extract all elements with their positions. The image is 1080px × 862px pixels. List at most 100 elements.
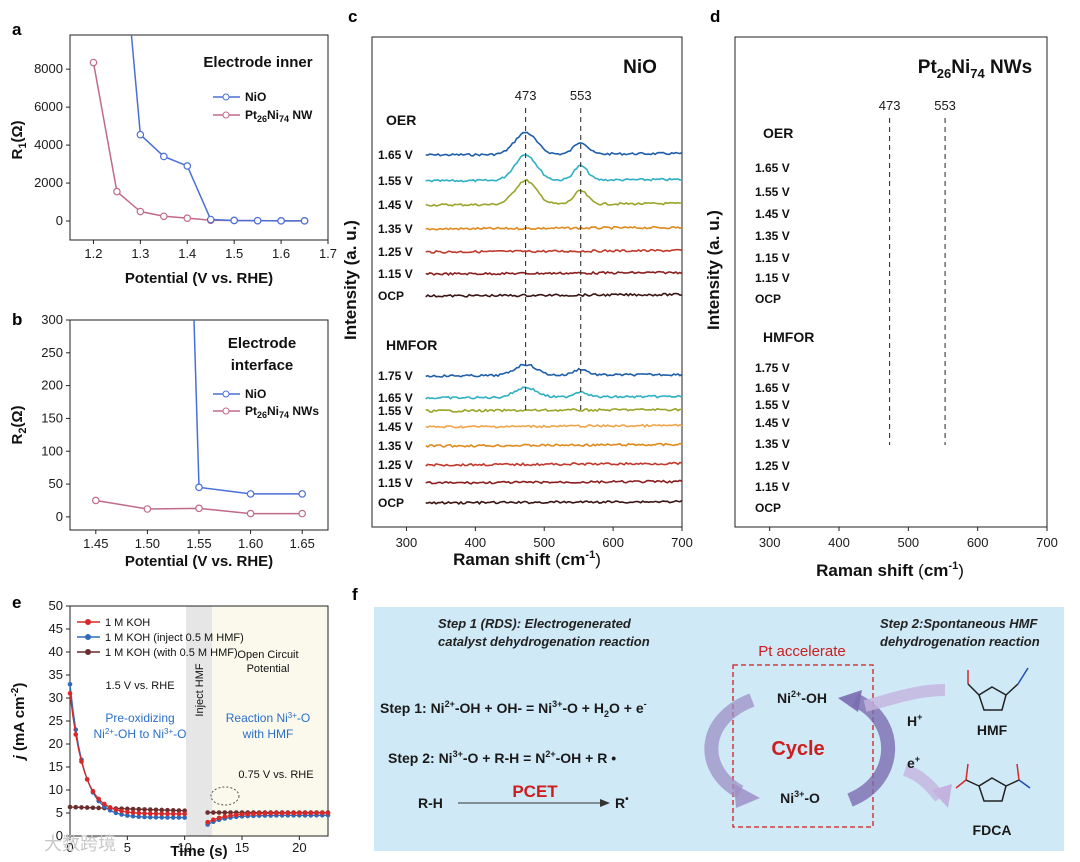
group-label-hmfor: HMFOR xyxy=(763,329,814,345)
chrono-point xyxy=(142,814,147,820)
chrono-point xyxy=(319,810,325,816)
chrono-point xyxy=(84,805,90,810)
y-tick-label: 30 xyxy=(49,690,63,705)
x-tick-label: 1.6 xyxy=(272,246,290,261)
hmfor-spectrum xyxy=(425,499,683,505)
hmfor-spectrum xyxy=(425,407,683,413)
data-point xyxy=(136,130,145,139)
chrono-point xyxy=(211,810,216,815)
ylabel-a: R1(Ω) xyxy=(9,121,29,160)
scheme-rh: R-H xyxy=(418,795,443,811)
legend-label-nio-a: NiO xyxy=(245,90,266,104)
chrono-point xyxy=(96,805,101,811)
chrono-point xyxy=(170,811,176,817)
data-point xyxy=(195,504,203,513)
y-tick-label: 50 xyxy=(49,476,63,491)
x-ticks-b: 1.45 1.50 1.55 1.60 1.65 xyxy=(83,530,315,551)
y-tick-label: 2000 xyxy=(34,175,63,190)
chrono-point xyxy=(274,810,279,816)
annotation-ocp1: Open Circuit xyxy=(237,649,298,661)
peak-label: 553 xyxy=(570,88,592,103)
chrono-point xyxy=(245,811,251,817)
data-point xyxy=(195,483,203,492)
x-tick-label: 1.50 xyxy=(135,536,160,551)
hplus-arrow xyxy=(863,684,946,712)
oer-potential-label: 1.25 V xyxy=(378,245,413,259)
scheme-cycle: Cycle xyxy=(771,738,824,760)
chrono-point xyxy=(67,691,73,696)
legend-marker-nio-a xyxy=(222,93,230,101)
y-tick-label: 20 xyxy=(49,736,63,751)
chrono-point xyxy=(205,819,210,825)
chrono-point xyxy=(159,815,165,820)
oer-potential-label: 1.65 V xyxy=(378,148,413,162)
y-tick-label: 0 xyxy=(56,509,63,524)
hmfor-potential-label: 1.35 V xyxy=(755,437,790,451)
peak-label: 553 xyxy=(934,98,956,113)
hmfor-spectrum xyxy=(425,479,683,485)
annotation-preox2: Ni2+-OH to Ni3+-O xyxy=(94,727,187,741)
data-point xyxy=(143,505,152,513)
data-point xyxy=(206,215,215,224)
chrono-point xyxy=(73,804,79,810)
title-b-line1: Electrode xyxy=(228,335,296,352)
scheme-step2-title2: dehydrogenation reaction xyxy=(880,634,1040,649)
chrono-point xyxy=(239,812,245,817)
xlabel-a: Potential (V vs. RHE) xyxy=(125,270,273,287)
chrono-point xyxy=(291,810,296,816)
ylabel-b: R2(Ω) xyxy=(9,406,29,445)
data-point xyxy=(160,152,168,161)
y-tick-label: 200 xyxy=(41,378,63,393)
chrono-line-before xyxy=(69,684,185,819)
oer-potential-label: 1.55 V xyxy=(755,185,790,199)
chrono-point xyxy=(176,811,182,817)
x-tick-label: 10 xyxy=(177,840,191,855)
chrono-point xyxy=(182,811,187,817)
x-tick-label: 15 xyxy=(235,840,249,855)
panel-e: e 0 5 10 15 20 0 5 10 15 20 25 30 35 40 45 50 1 M KOH … xyxy=(10,593,331,860)
chrono-point xyxy=(136,814,142,820)
oer-potential-label: 1.15 V xyxy=(378,267,413,281)
inject-region xyxy=(186,606,212,836)
chrono-point xyxy=(297,810,302,816)
legend-label-pt-b: Pt26Ni74 NWs xyxy=(245,404,319,420)
chrono-point xyxy=(165,807,170,813)
hmfor-potential-label: OCP xyxy=(378,496,404,510)
oer-potential-label: 1.65 V xyxy=(755,161,790,175)
hmfor-potential-label: 1.45 V xyxy=(755,416,790,430)
oer-spectrum xyxy=(425,154,683,183)
chrono-point xyxy=(125,809,130,815)
chrono-point xyxy=(153,807,159,813)
hmfor-potential-label: 1.55 V xyxy=(378,404,413,418)
chrono-point xyxy=(130,810,136,815)
chrono-point xyxy=(325,810,331,816)
x-tick-label: 300 xyxy=(396,535,418,550)
oer-spectrum xyxy=(425,292,682,298)
scheme-fdca: FDCA xyxy=(973,822,1012,838)
data-point xyxy=(183,162,192,170)
panel-b: b 1.45 1.50 1.55 1.60 1.65 0 50 100 150 200 250 30… xyxy=(9,310,329,570)
scheme-eq1: Step 1: Ni2+-OH + OH- = Ni3+-O + H2O + e… xyxy=(380,699,647,719)
y-tick-label: 0 xyxy=(56,213,63,228)
data-point xyxy=(113,187,121,196)
data-point xyxy=(298,509,307,518)
y-tick-label: 10 xyxy=(49,782,63,797)
x-tick-label: 600 xyxy=(602,535,624,550)
eplus-arrowhead-icon xyxy=(932,784,952,808)
ylabel-e: j (mA cm-2) xyxy=(10,683,28,762)
legend-a: NiO Pt26Ni74 NW xyxy=(213,90,313,124)
watermark: 大数跨境 xyxy=(44,834,116,855)
hmf-molecule-icon xyxy=(967,667,1029,711)
chrono-point xyxy=(228,813,233,818)
y-tick-label: 40 xyxy=(49,644,63,659)
hmfor-potential-label: 1.15 V xyxy=(378,476,413,490)
y-tick-label: 0 xyxy=(56,828,63,843)
chrono-point xyxy=(136,806,142,812)
xlabel-b: Potential (V vs. RHE) xyxy=(125,553,273,570)
scheme-eq2: Step 2: Ni3+-O + R-H = N2+-OH + R • xyxy=(388,749,616,766)
spectra-d: OER HMFOR 1.65 V 1.55 V 1.45 V 1.35 V 1.15 V 1.… xyxy=(755,98,956,515)
data-point xyxy=(160,212,168,221)
scheme-hmf: HMF xyxy=(977,722,1008,738)
chrono-point xyxy=(119,812,124,817)
